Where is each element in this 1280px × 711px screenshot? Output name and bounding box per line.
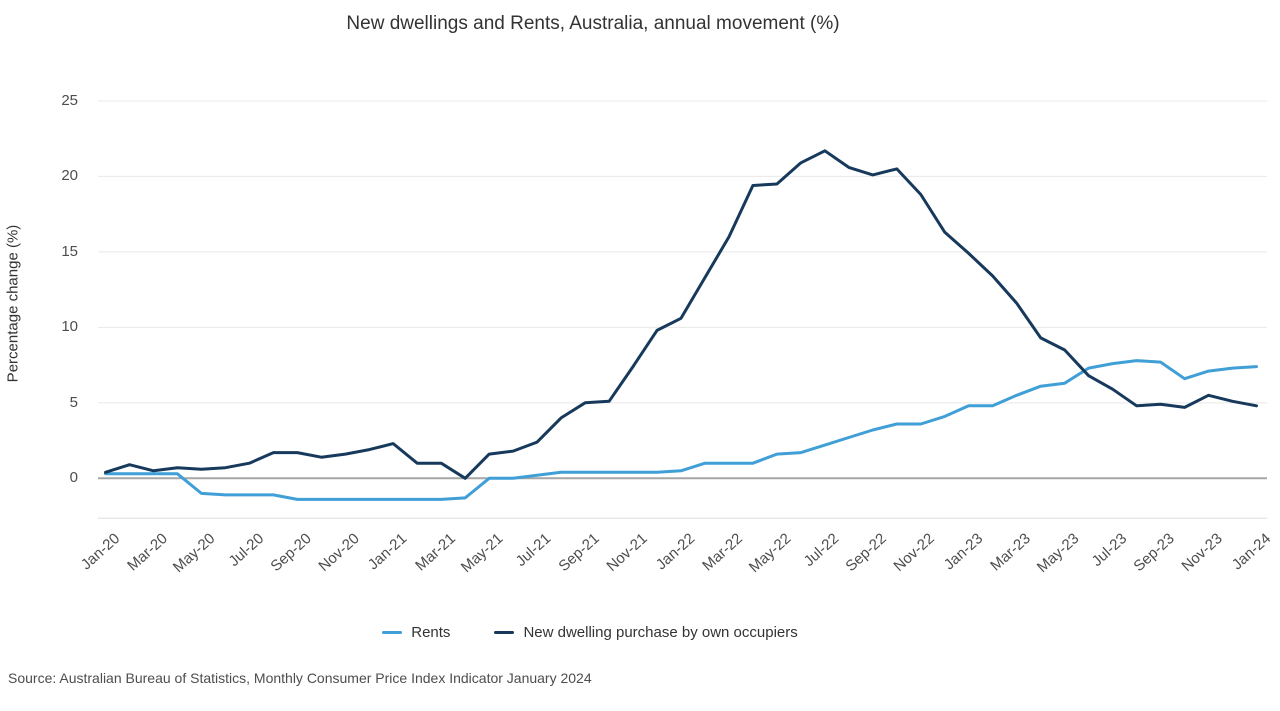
y-tick-label-10: 10 (61, 318, 78, 336)
y-tick-label-20: 20 (61, 167, 78, 185)
y-tick-label-0: 0 (69, 469, 78, 487)
source-note: Source: Australian Bureau of Statistics,… (8, 670, 592, 686)
legend-item-new-dwellings[interactable]: New dwelling purchase by own occupiers (494, 624, 798, 641)
new-dwellings-line (104, 149, 1258, 480)
chart-title: New dwellings and Rents, Australia, annu… (346, 13, 840, 34)
y-tick-label-5: 5 (69, 393, 78, 411)
y-tick-label-25: 25 (61, 91, 78, 109)
rents-line (104, 359, 1258, 501)
legend-label: Rents (411, 624, 451, 641)
y-tick-label-15: 15 (61, 242, 78, 260)
legend-label: New dwelling purchase by own occupiers (523, 624, 798, 641)
legend: Rents New dwelling purchase by own occupi… (0, 624, 1180, 641)
legend-swatch-rents (382, 631, 403, 634)
legend-swatch-new-dwellings (494, 631, 515, 634)
legend-item-rents[interactable]: Rents (382, 624, 450, 641)
